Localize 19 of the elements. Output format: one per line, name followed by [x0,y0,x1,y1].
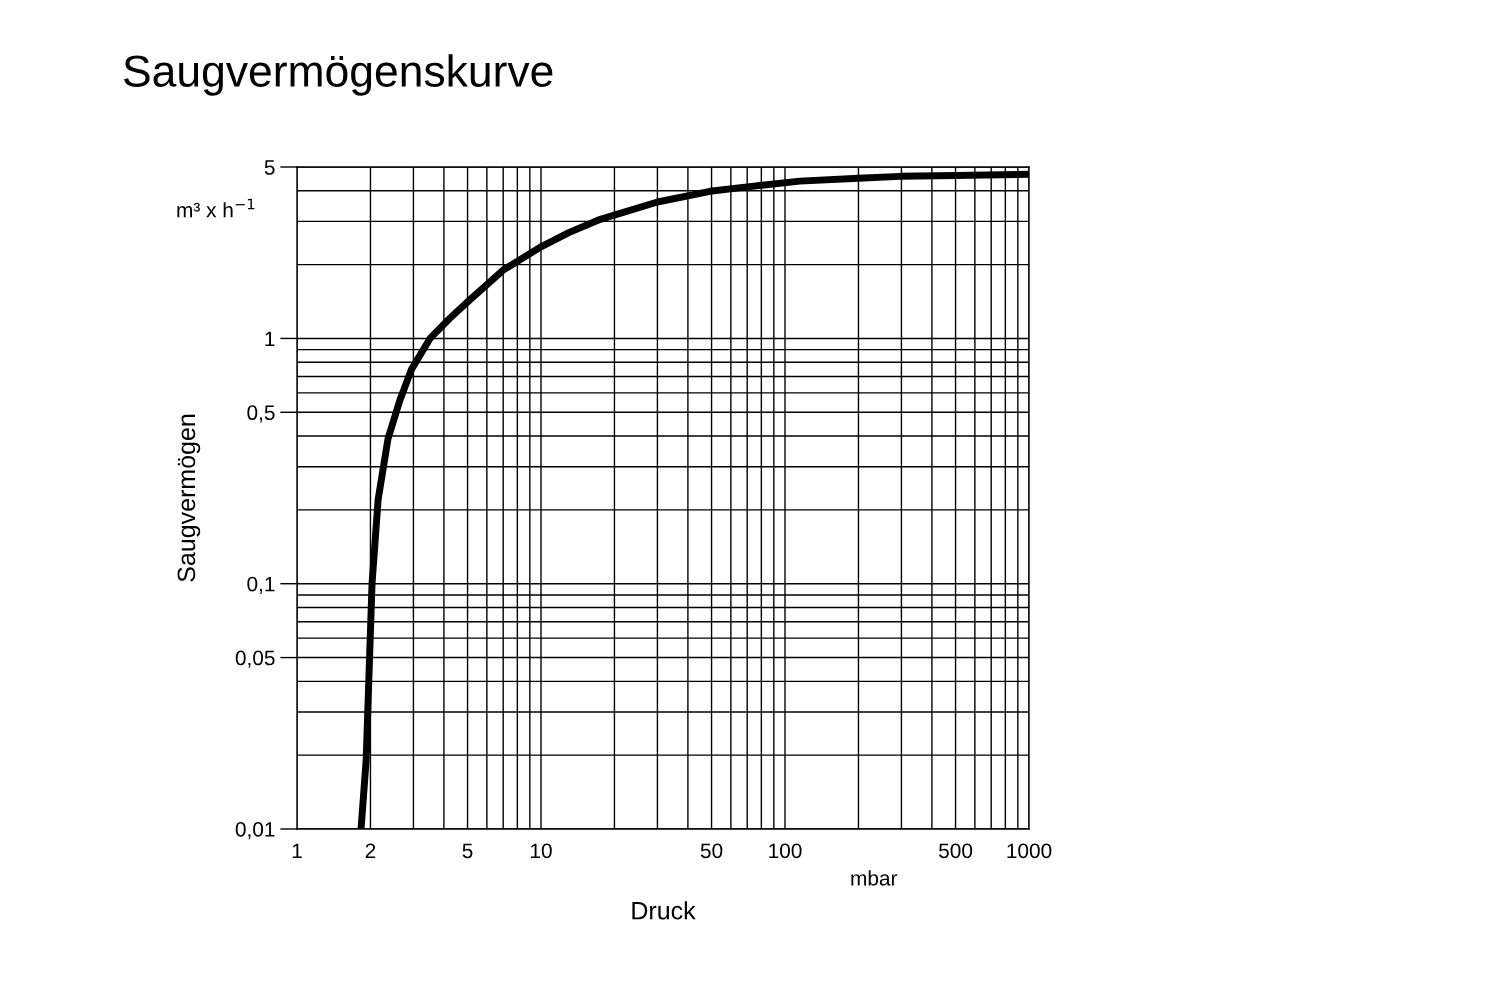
x-tick-label: 50 [700,843,723,859]
y-tick-label: 0,5 [247,405,275,423]
y-axis-title: Saugvermögen [177,414,201,582]
x-tick-label: 2 [365,843,376,858]
x-tick-label: 1 [292,843,302,858]
y-tick-label: 0,01 [235,822,275,840]
y-tick-label: 0,05 [235,650,275,668]
x-axis-title: Druck [632,901,696,920]
x-tick-label: 500 [939,843,973,859]
y-tick-label: 0,1 [247,576,275,594]
x-tick-label: 1000 [1007,843,1052,859]
x-tick-label: 100 [769,843,802,859]
y-tick-label: 1 [265,331,275,346]
x-tick-label: 10 [531,843,552,859]
y-tick-label: 5 [264,160,275,175]
x-tick-label: 5 [462,843,473,859]
chart-title: Saugvermögenskurve [124,54,553,96]
text: mbar [851,870,898,886]
text: m³ x h$^{−1}$ [177,198,255,218]
